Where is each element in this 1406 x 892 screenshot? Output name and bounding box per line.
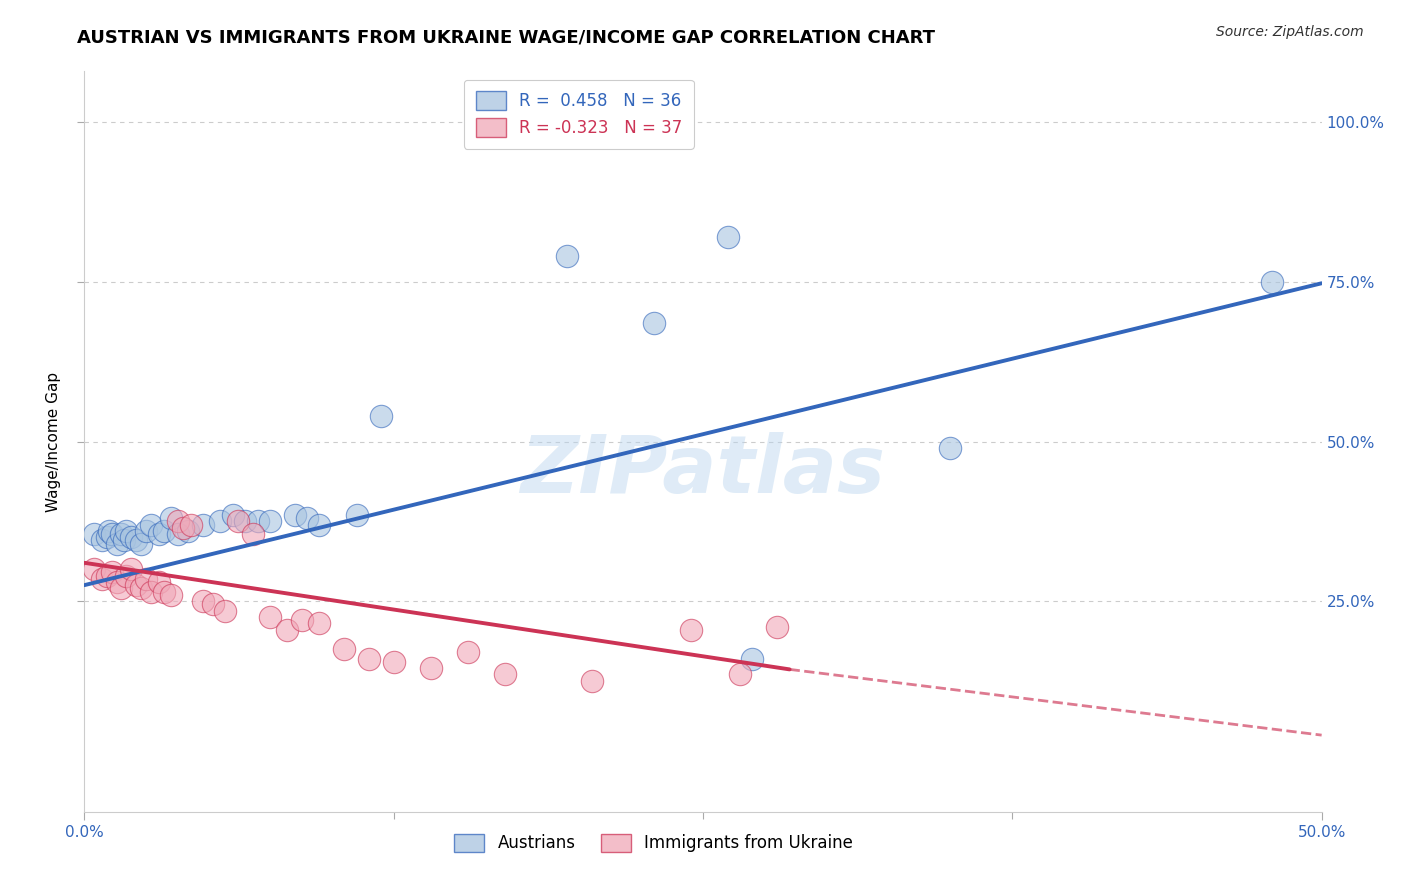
Point — [180, 517, 202, 532]
Point — [120, 530, 142, 544]
Point — [83, 562, 105, 576]
Point — [242, 527, 264, 541]
Point — [152, 524, 174, 538]
Point — [382, 655, 405, 669]
Point — [643, 317, 665, 331]
Legend: Austrians, Immigrants from Ukraine: Austrians, Immigrants from Ukraine — [447, 827, 859, 859]
Point — [308, 616, 330, 631]
Point — [90, 572, 112, 586]
Point — [741, 651, 763, 665]
Point — [246, 514, 269, 528]
Point — [167, 527, 190, 541]
Point — [172, 521, 194, 535]
Point — [209, 514, 232, 528]
Point — [152, 584, 174, 599]
Point — [129, 536, 152, 550]
Point — [581, 673, 603, 688]
Point — [129, 582, 152, 596]
Point — [160, 511, 183, 525]
Point — [419, 661, 441, 675]
Point — [98, 524, 121, 538]
Point — [135, 524, 157, 538]
Point — [105, 574, 128, 589]
Point — [100, 566, 122, 580]
Point — [125, 578, 148, 592]
Point — [83, 527, 105, 541]
Point — [115, 524, 138, 538]
Point — [105, 536, 128, 550]
Point — [191, 594, 214, 608]
Text: ZIPatlas: ZIPatlas — [520, 432, 886, 510]
Point — [717, 230, 740, 244]
Point — [148, 527, 170, 541]
Point — [308, 517, 330, 532]
Point — [160, 588, 183, 602]
Point — [167, 514, 190, 528]
Point — [333, 642, 356, 657]
Point — [555, 250, 578, 264]
Point — [457, 645, 479, 659]
Point — [96, 568, 118, 582]
Point — [728, 667, 751, 681]
Point — [233, 514, 256, 528]
Point — [259, 514, 281, 528]
Point — [112, 533, 135, 548]
Point — [125, 533, 148, 548]
Point — [766, 619, 789, 633]
Point — [100, 527, 122, 541]
Y-axis label: Wage/Income Gap: Wage/Income Gap — [46, 371, 62, 512]
Point — [1261, 275, 1284, 289]
Point — [120, 562, 142, 576]
Point — [148, 574, 170, 589]
Point — [295, 511, 318, 525]
Point — [110, 527, 132, 541]
Point — [284, 508, 307, 522]
Point — [226, 514, 249, 528]
Text: Source: ZipAtlas.com: Source: ZipAtlas.com — [1216, 25, 1364, 39]
Point — [135, 572, 157, 586]
Point — [357, 651, 380, 665]
Point — [141, 517, 163, 532]
Point — [177, 524, 200, 538]
Text: AUSTRIAN VS IMMIGRANTS FROM UKRAINE WAGE/INCOME GAP CORRELATION CHART: AUSTRIAN VS IMMIGRANTS FROM UKRAINE WAGE… — [77, 29, 935, 46]
Point — [115, 568, 138, 582]
Point — [222, 508, 245, 522]
Point — [679, 623, 702, 637]
Point — [96, 530, 118, 544]
Point — [191, 517, 214, 532]
Point — [214, 604, 236, 618]
Point — [202, 597, 225, 611]
Point — [494, 667, 516, 681]
Point — [939, 441, 962, 455]
Point — [291, 613, 314, 627]
Point — [110, 582, 132, 596]
Point — [346, 508, 368, 522]
Point — [141, 584, 163, 599]
Point — [370, 409, 392, 423]
Point — [90, 533, 112, 548]
Point — [276, 623, 298, 637]
Point — [259, 610, 281, 624]
